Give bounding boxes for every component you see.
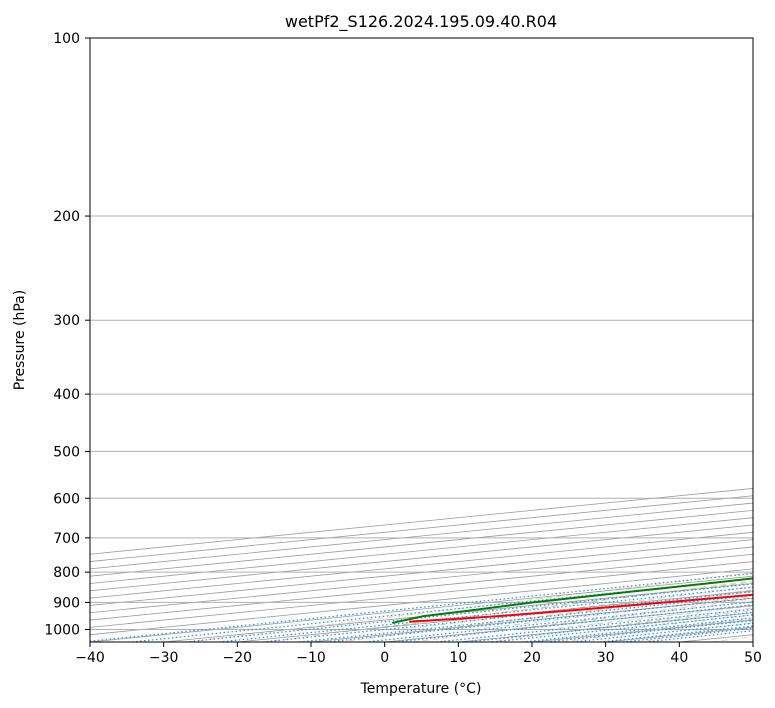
y-tick-label: 500 (53, 444, 80, 460)
x-tick-label: 50 (744, 650, 762, 666)
isotherm-lines (90, 488, 753, 642)
isotherm-line (531, 619, 753, 642)
x-tick-label: −20 (223, 650, 253, 666)
mixing-ratio-line (394, 604, 753, 642)
x-tick-label: 40 (670, 650, 688, 666)
dry-adiabat-line (338, 589, 753, 642)
moist-adiabat-line (437, 591, 753, 630)
mixing-ratio-line (546, 619, 753, 642)
y-tick-label: 900 (53, 595, 80, 611)
isotherm-line (458, 612, 753, 642)
plot-frame (89, 37, 754, 643)
isotherm-line (90, 488, 753, 555)
mixing-ratio-line (365, 601, 753, 642)
y-tick-label: 800 (53, 565, 80, 581)
y-tick-label: 400 (53, 387, 80, 403)
isotherm-line (384, 605, 753, 642)
x-tick-label: −30 (149, 650, 179, 666)
isotherm-line (163, 583, 753, 642)
moist-adiabat-line (510, 600, 753, 630)
sounding-profiles (392, 577, 753, 624)
x-tick-label: 20 (523, 650, 541, 666)
isotherm-line (679, 634, 753, 642)
x-tick-label: −40 (75, 650, 105, 666)
dry-adiabat-line (711, 635, 753, 642)
y-tick-label: 300 (53, 313, 80, 329)
plot-area: 0.10.20.40.611.52346810131620253036-100-… (90, 38, 775, 642)
mixing-ratio-line (522, 617, 753, 642)
moist-adiabat-line (363, 581, 753, 630)
y-axis-label: Pressure (hPa) (12, 290, 28, 390)
x-axis-label: Temperature (°C) (360, 681, 482, 697)
isotherm-line (237, 590, 753, 642)
isotherm-line (90, 568, 753, 636)
x-tick-label: 30 (597, 650, 615, 666)
x-tick-label: −10 (296, 650, 326, 666)
mixing-ratio-line (326, 597, 753, 642)
mixing-ratio-line (185, 583, 753, 642)
isotherm-line (752, 641, 753, 642)
isotherm-line (90, 524, 753, 592)
moist-adiabat-line (695, 622, 753, 630)
isotherm-line (90, 531, 753, 599)
x-tick-label: 10 (449, 650, 467, 666)
y-tick-label: 700 (53, 531, 80, 547)
temperature-profile (409, 593, 753, 623)
moist-adiabat-line (400, 586, 753, 630)
axes: −40 −30 −20 −10 0 10 20 30 40 50 1000 900 800 700 600 5… (44, 31, 762, 666)
isotherm-line (90, 517, 753, 584)
isotherm-line (90, 509, 753, 577)
isotherm-line (90, 502, 753, 570)
moist-adiabat-line (621, 614, 753, 630)
moist-adiabat-line (658, 618, 753, 630)
dry-adiabat-line (188, 572, 753, 642)
y-tick-label: 1000 (44, 622, 80, 638)
mixing-ratio-lines: 0.10.20.40.611.52346810131620253036 (90, 572, 753, 642)
moist-adiabats (363, 38, 775, 630)
mixing-ratio-line (262, 591, 753, 642)
moist-adiabat-line (769, 38, 775, 629)
dry-adiabat-line (562, 616, 753, 642)
dry-adiabat-line (412, 598, 753, 642)
x-tick-label: 0 (380, 650, 389, 666)
dry-adiabats (188, 572, 753, 642)
chart-title: wetPf2_S126.2024.195.09.40.R04 (285, 12, 557, 32)
isotherm-line (90, 495, 753, 562)
isobar-lines (90, 38, 753, 630)
moist-adiabat-line (584, 609, 753, 630)
y-tick-label: 200 (53, 209, 80, 225)
mixing-ratio-line (299, 594, 753, 642)
y-tick-label: 600 (53, 491, 80, 507)
dewpoint-profile (392, 577, 753, 624)
isotherm-line (90, 539, 753, 606)
y-tick-label: 100 (53, 31, 80, 47)
